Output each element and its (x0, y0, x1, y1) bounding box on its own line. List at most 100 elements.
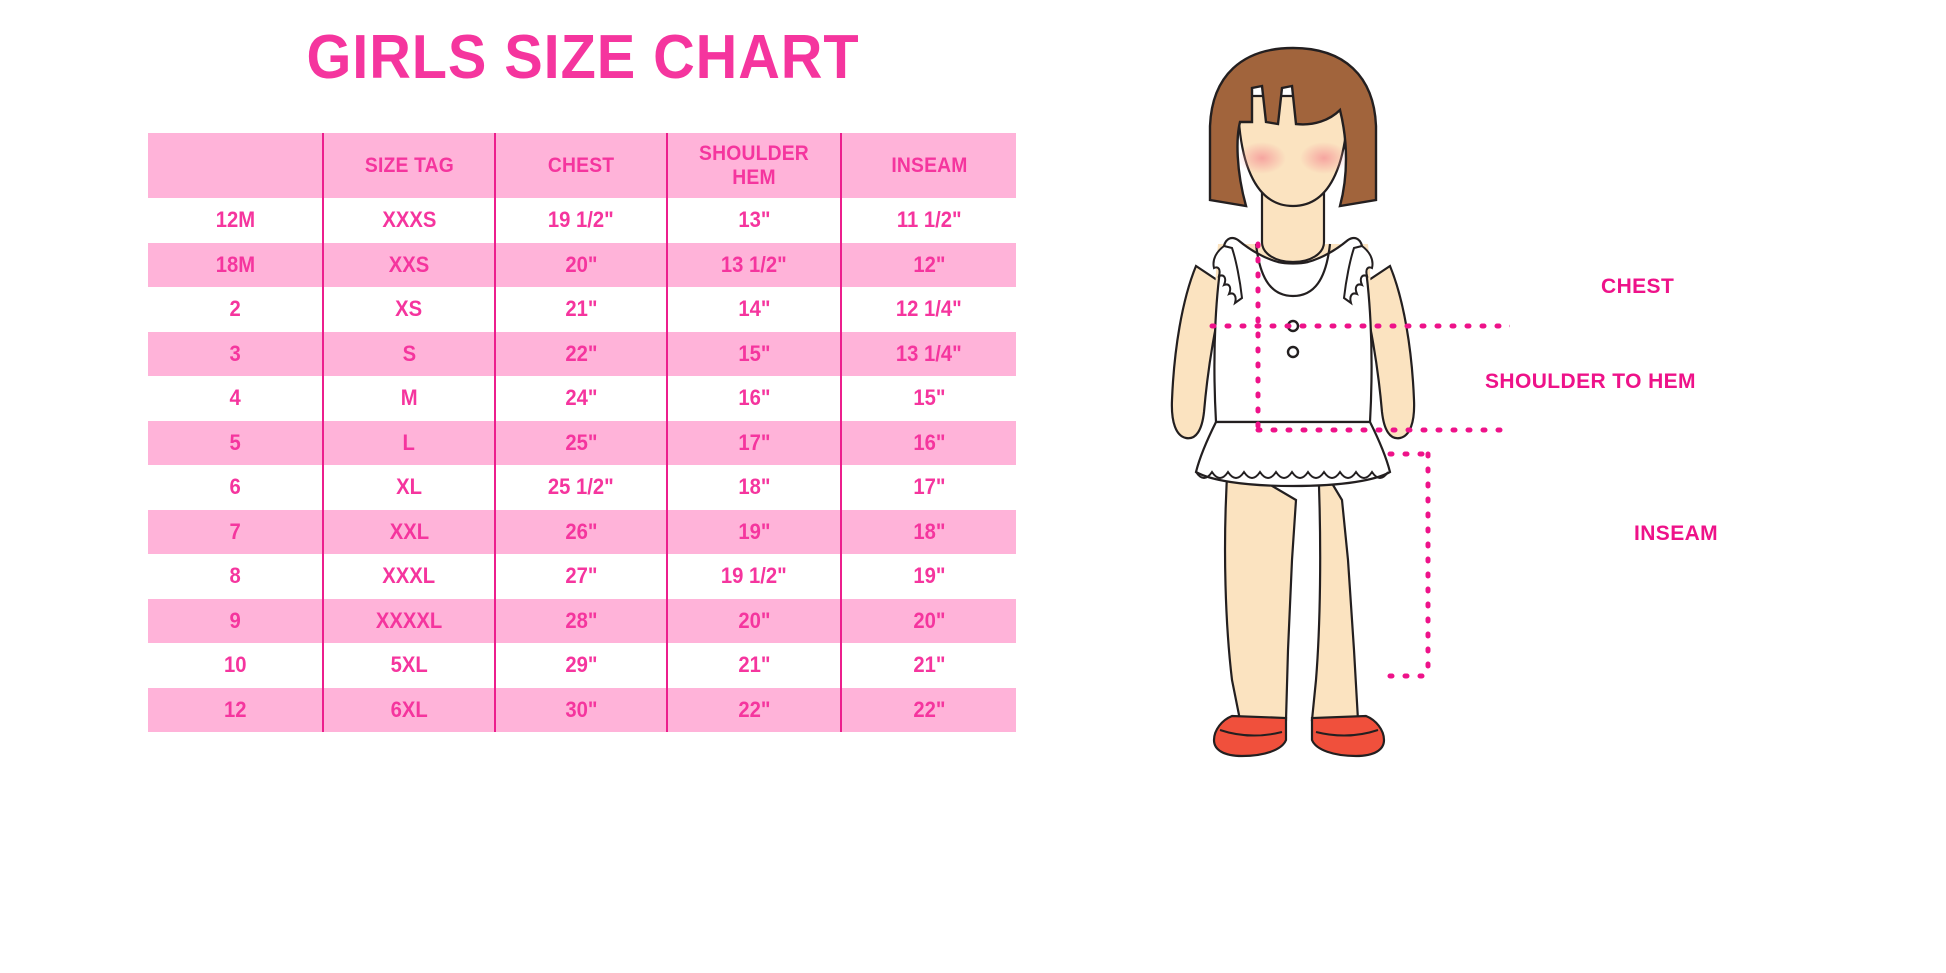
cell-shoulder-hem-text: 19" (737, 518, 771, 544)
cell-shoulder-hem-text: 14" (737, 296, 771, 322)
cell-size-tag-text: XXXL (382, 563, 436, 589)
table-row: 12M XXXS 19 1/2" 13" 11 1/2" (148, 198, 1016, 243)
cell-shoulder-hem: 19" (666, 509, 841, 554)
cell-shoulder-hem-text: 21" (737, 652, 771, 678)
cell-chest: 26" (494, 509, 667, 554)
size-chart-table-wrapper: SIZE TAG CHEST SHOULDER HEM INSEAM 12M XX… (148, 133, 1016, 732)
cell-size-tag-text: S (402, 340, 416, 366)
cell-chest-text: 26" (564, 518, 598, 544)
legs-shape (1223, 458, 1360, 722)
cell-size-tag: XXS (322, 242, 495, 287)
table-row: 9 XXXXL 28" 20" 20" (148, 598, 1016, 643)
cell-shoulder-hem-text: 13 1/2" (721, 251, 787, 277)
cell-size-tag-text: L (402, 429, 416, 455)
cell-size-tag-text: XXL (389, 518, 429, 544)
cell-size-tag: M (322, 376, 495, 421)
cell-size-tag-text: XXXS (381, 207, 436, 233)
cell-shoulder-hem: 20" (666, 598, 841, 643)
cell-size-text: 9 (229, 607, 241, 633)
cell-shoulder-hem: 14" (666, 287, 841, 332)
cell-size-text: 12M (215, 207, 255, 233)
cell-inseam: 15" (840, 376, 1016, 421)
cell-size-text: 18M (215, 251, 255, 277)
page-title: GIRLS SIZE CHART (306, 23, 860, 92)
cell-size-tag-text: XXS (388, 251, 430, 277)
cell-inseam: 12" (840, 242, 1016, 287)
cheek-left (1238, 142, 1286, 174)
table-header-row: SIZE TAG CHEST SHOULDER HEM INSEAM (148, 133, 1016, 198)
table-row: 7 XXL 26" 19" 18" (148, 509, 1016, 554)
cell-inseam: 21" (840, 643, 1016, 688)
cell-size-text: 2 (229, 296, 241, 322)
cell-size-tag: XXXS (322, 198, 495, 243)
cell-shoulder-hem-text: 19 1/2" (721, 563, 787, 589)
cell-shoulder-hem: 13 1/2" (666, 242, 841, 287)
table-row: 8 XXXL 27" 19 1/2" 19" (148, 554, 1016, 599)
table-row: 2 XS 21" 14" 12 1/4" (148, 287, 1016, 332)
cell-size: 12 (148, 687, 323, 732)
top-garment-shape (1212, 236, 1374, 424)
cell-chest-text: 25 1/2" (548, 474, 614, 500)
cell-shoulder-hem-text: 22" (737, 696, 771, 722)
cell-inseam-text: 22" (912, 696, 946, 722)
cell-size-text: 4 (229, 385, 241, 411)
cell-size: 7 (148, 509, 323, 554)
cell-chest: 19 1/2" (494, 198, 667, 243)
cell-size-text: 7 (229, 518, 241, 544)
column-header-size (148, 133, 323, 198)
cell-inseam-text: 15" (912, 385, 946, 411)
table-header: SIZE TAG CHEST SHOULDER HEM INSEAM (148, 133, 1016, 198)
cell-chest-text: 22" (564, 340, 598, 366)
cell-size: 8 (148, 554, 323, 599)
cell-size: 12M (148, 198, 323, 243)
cell-size-tag: L (322, 420, 495, 465)
cell-size-tag: XXL (322, 509, 495, 554)
button-lower (1286, 345, 1300, 359)
cell-shoulder-hem: 18" (666, 465, 841, 510)
head-shape (1208, 46, 1378, 208)
cell-size: 2 (148, 287, 323, 332)
cell-shoulder-hem-text: 13" (737, 207, 771, 233)
cell-size-tag: 5XL (322, 643, 495, 688)
callout-chest: CHEST (1601, 275, 1675, 298)
cell-size: 5 (148, 420, 323, 465)
cell-shoulder-hem: 13" (666, 198, 841, 243)
cell-chest-text: 27" (564, 563, 598, 589)
table-row: 5 L 25" 17" 16" (148, 420, 1016, 465)
shoes-shape (1212, 714, 1386, 758)
cell-inseam-text: 17" (912, 474, 946, 500)
cell-inseam-text: 11 1/2" (896, 207, 962, 233)
cell-inseam: 11 1/2" (840, 198, 1016, 243)
cell-size: 4 (148, 376, 323, 421)
callout-shoulder-to-hem: SHOULDER TO HEM (1485, 370, 1696, 393)
cell-chest: 22" (494, 331, 667, 376)
column-header-chest: CHEST (494, 133, 667, 198)
table-body: 12M XXXS 19 1/2" 13" 11 1/2" 18M XXS 20" 13 1/2"… (148, 198, 1016, 732)
cell-inseam-text: 12" (912, 251, 946, 277)
cell-chest: 30" (494, 687, 667, 732)
cell-size: 6 (148, 465, 323, 510)
cell-size: 18M (148, 242, 323, 287)
cell-shoulder-hem-text: 18" (737, 474, 771, 500)
cell-inseam-text: 19" (912, 563, 946, 589)
cell-size-text: 6 (229, 474, 241, 500)
cell-inseam: 19" (840, 554, 1016, 599)
size-chart-table: SIZE TAG CHEST SHOULDER HEM INSEAM 12M XX… (148, 133, 1016, 732)
cell-chest: 24" (494, 376, 667, 421)
cell-inseam-text: 21" (912, 652, 946, 678)
cell-size: 9 (148, 598, 323, 643)
cell-size-tag: XXXL (322, 554, 495, 599)
cell-inseam: 16" (840, 420, 1016, 465)
cell-size-text: 8 (229, 563, 241, 589)
cell-chest: 21" (494, 287, 667, 332)
cell-shoulder-hem: 16" (666, 376, 841, 421)
skirt-shape (1194, 420, 1392, 488)
table-row: 3 S 22" 15" 13 1/4" (148, 331, 1016, 376)
cell-size-tag-text: XL (396, 474, 422, 500)
arms-shape (1170, 264, 1416, 440)
cell-chest-text: 25" (564, 429, 598, 455)
cell-inseam: 18" (840, 509, 1016, 554)
cell-inseam: 20" (840, 598, 1016, 643)
cell-shoulder-hem: 22" (666, 687, 841, 732)
